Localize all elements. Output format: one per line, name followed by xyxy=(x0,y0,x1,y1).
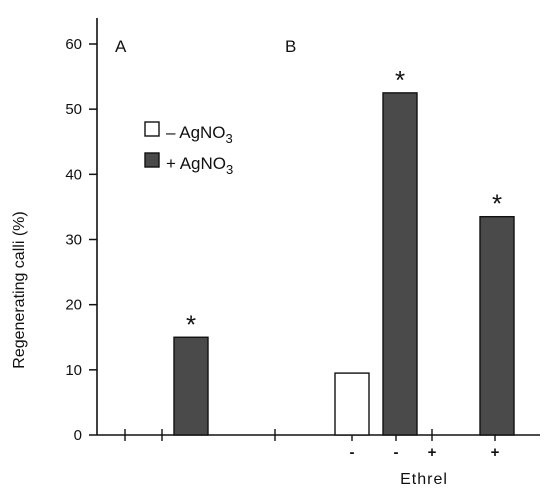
y-ticks: 0 10 20 30 40 50 60 xyxy=(65,36,97,444)
y-tick-label: 50 xyxy=(65,101,82,118)
legend-label-plus: + AgNO3 xyxy=(166,154,233,177)
bars xyxy=(173,92,515,436)
legend-swatch-minus xyxy=(144,121,160,137)
panel-label-b: B xyxy=(285,37,296,56)
y-tick-label: 40 xyxy=(65,166,82,183)
y-tick-label: 20 xyxy=(65,297,82,314)
y-tick-label: 0 xyxy=(74,427,82,444)
y-axis-title: Regenerating calli (%) xyxy=(11,211,28,368)
y-tick-label: 30 xyxy=(65,232,82,249)
x-axis-title: Ethrel xyxy=(400,471,448,488)
significance-star: * xyxy=(186,309,196,339)
x-tick-label: + xyxy=(428,444,437,461)
panel-label-a: A xyxy=(115,37,127,56)
significance-star: * xyxy=(492,189,502,219)
bar-a-1 xyxy=(173,336,209,436)
y-tick-label: 60 xyxy=(65,36,82,53)
bar-b-3 xyxy=(382,92,418,436)
legend: – AgNO3 + AgNO3 xyxy=(144,121,233,177)
x-tick-label: - xyxy=(350,444,355,461)
bar-b-2 xyxy=(334,372,370,436)
y-tick-label: 10 xyxy=(65,362,82,379)
axes xyxy=(96,18,540,436)
legend-swatch-plus xyxy=(144,152,160,168)
bar-b-4 xyxy=(479,215,515,436)
x-tick-label: - xyxy=(394,444,399,461)
significance-markers: * * * xyxy=(186,65,502,339)
x-tick-label: + xyxy=(491,444,500,461)
legend-label-minus: – AgNO3 xyxy=(166,123,233,146)
significance-star: * xyxy=(395,65,405,95)
